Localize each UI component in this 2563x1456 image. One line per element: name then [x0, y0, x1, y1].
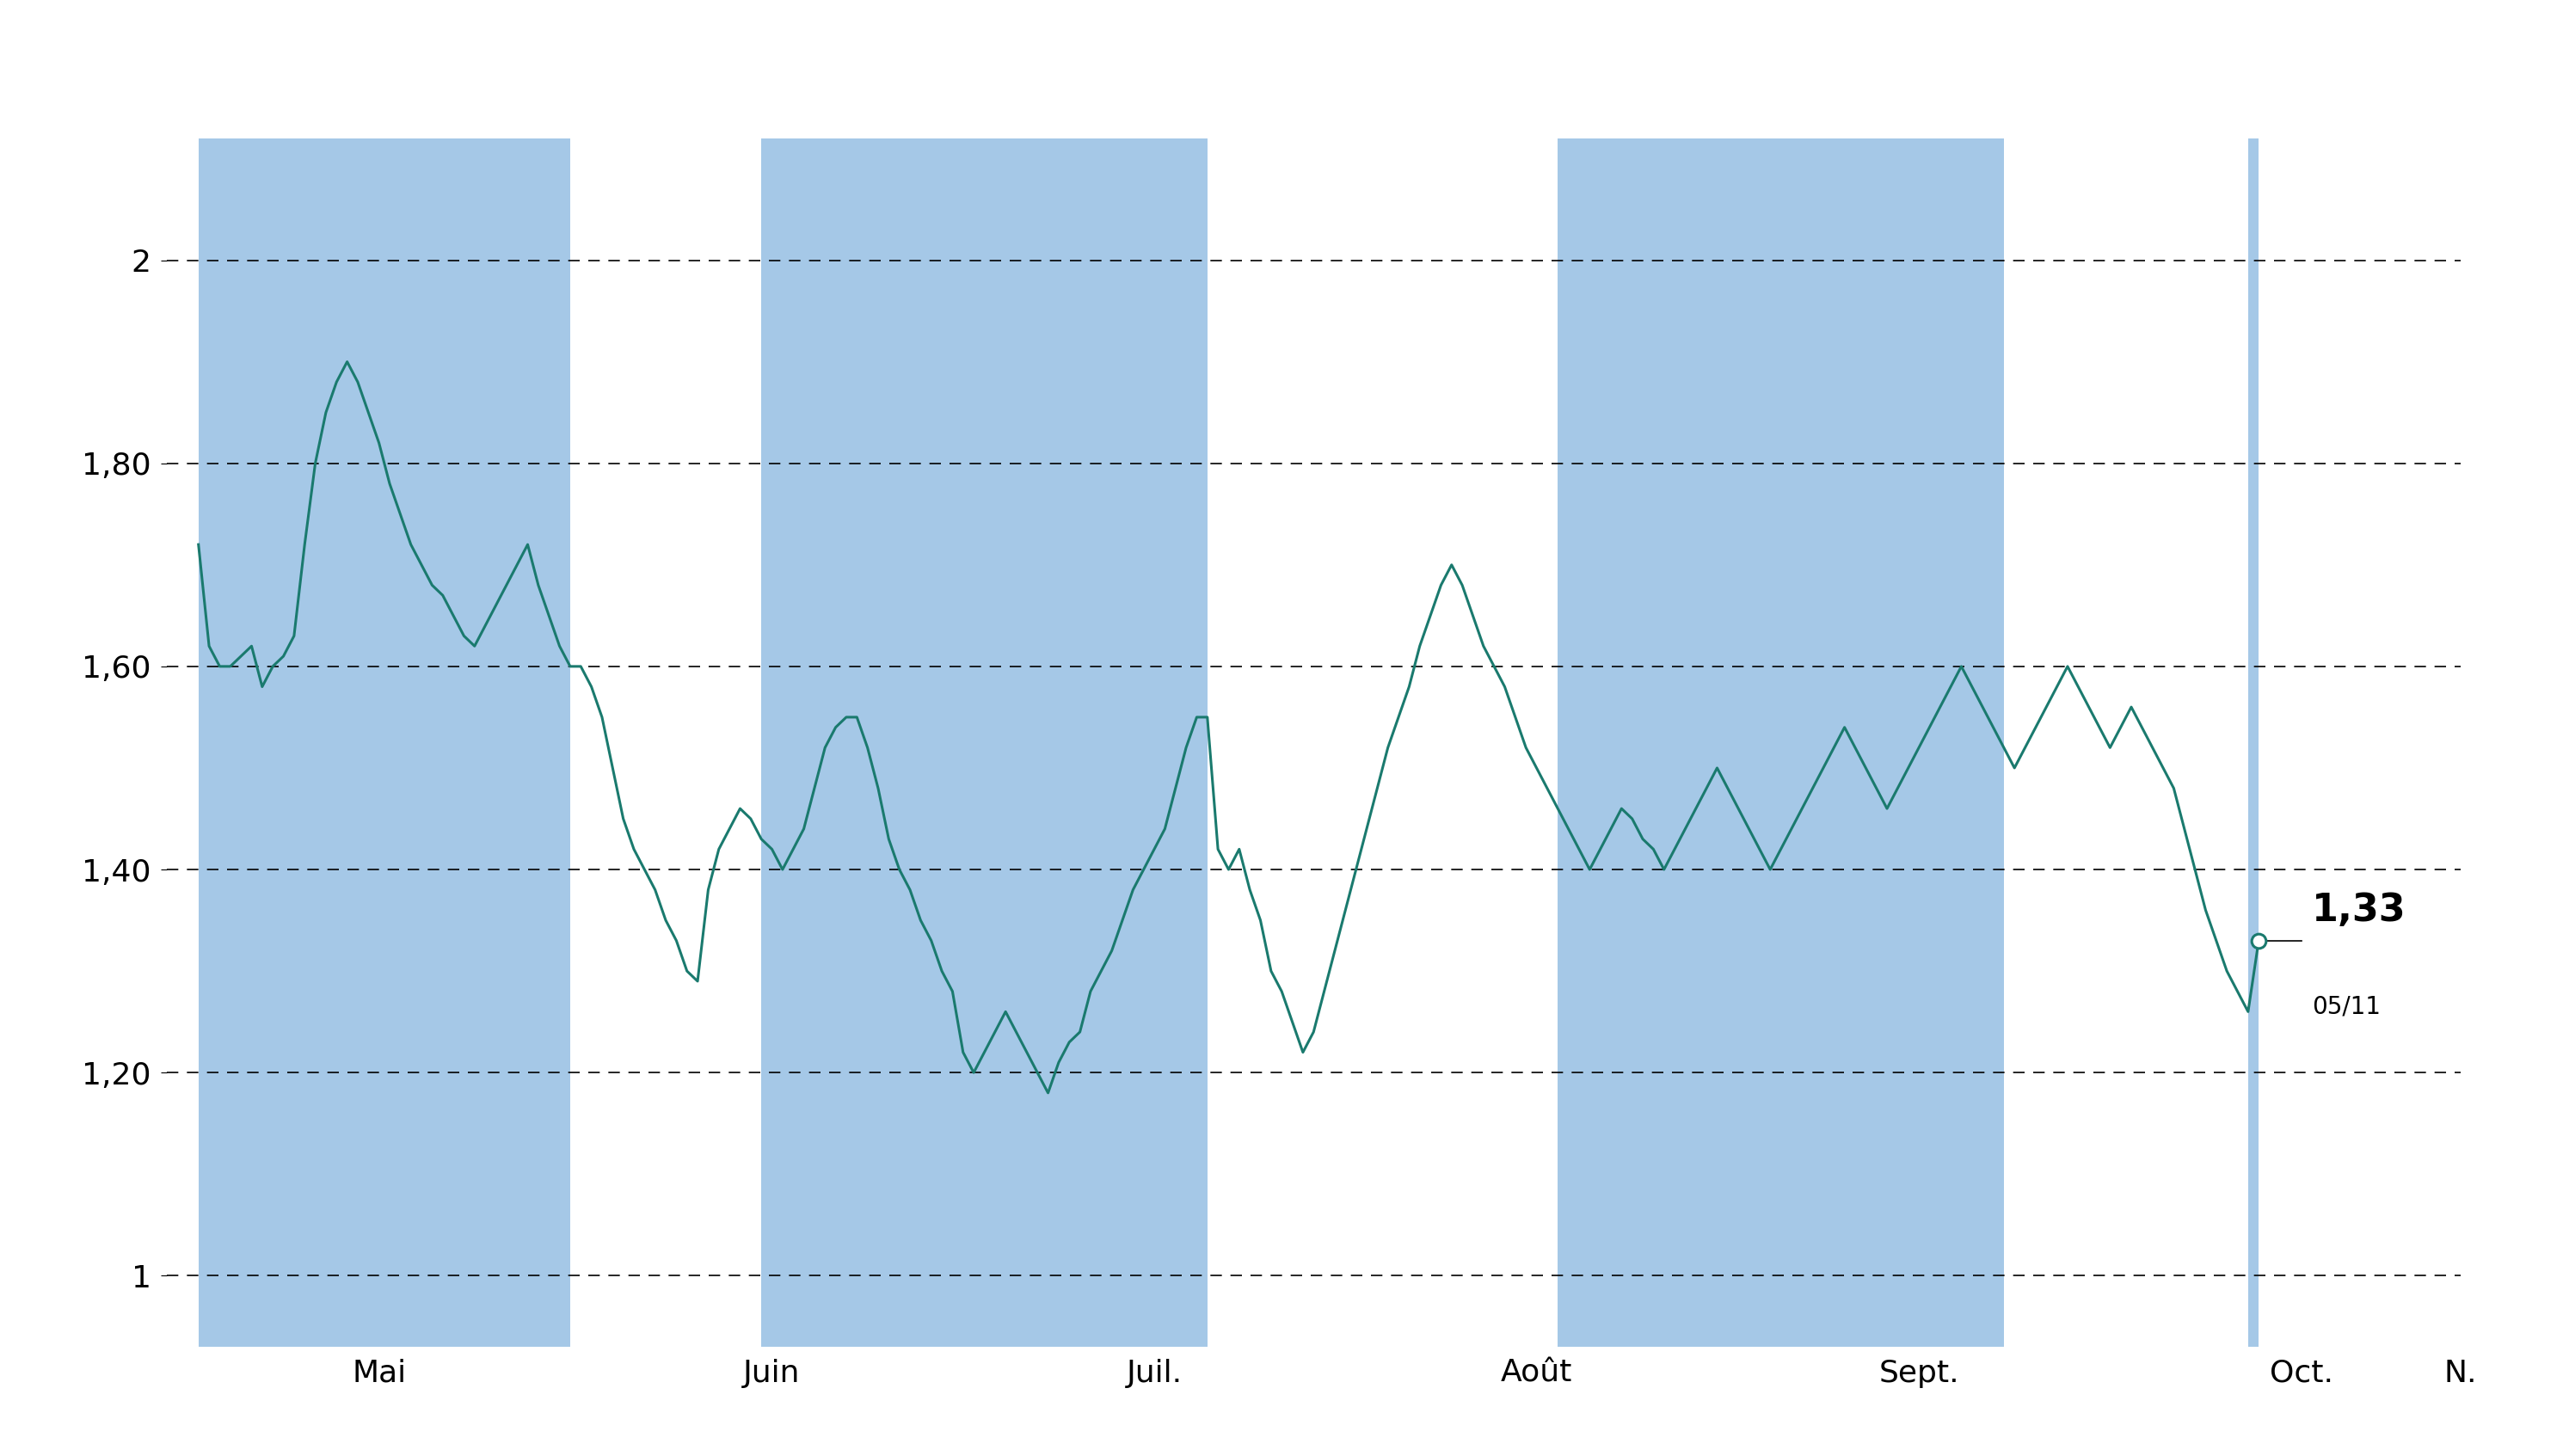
Bar: [1558, 138, 2004, 1347]
Text: 1,33: 1,33: [2312, 891, 2407, 929]
Bar: [2248, 138, 2258, 1347]
Text: 05/11: 05/11: [2312, 994, 2381, 1019]
Bar: [761, 138, 1207, 1347]
Bar: [197, 138, 569, 1347]
Text: Singulus Technologies AG: Singulus Technologies AG: [833, 29, 1730, 90]
